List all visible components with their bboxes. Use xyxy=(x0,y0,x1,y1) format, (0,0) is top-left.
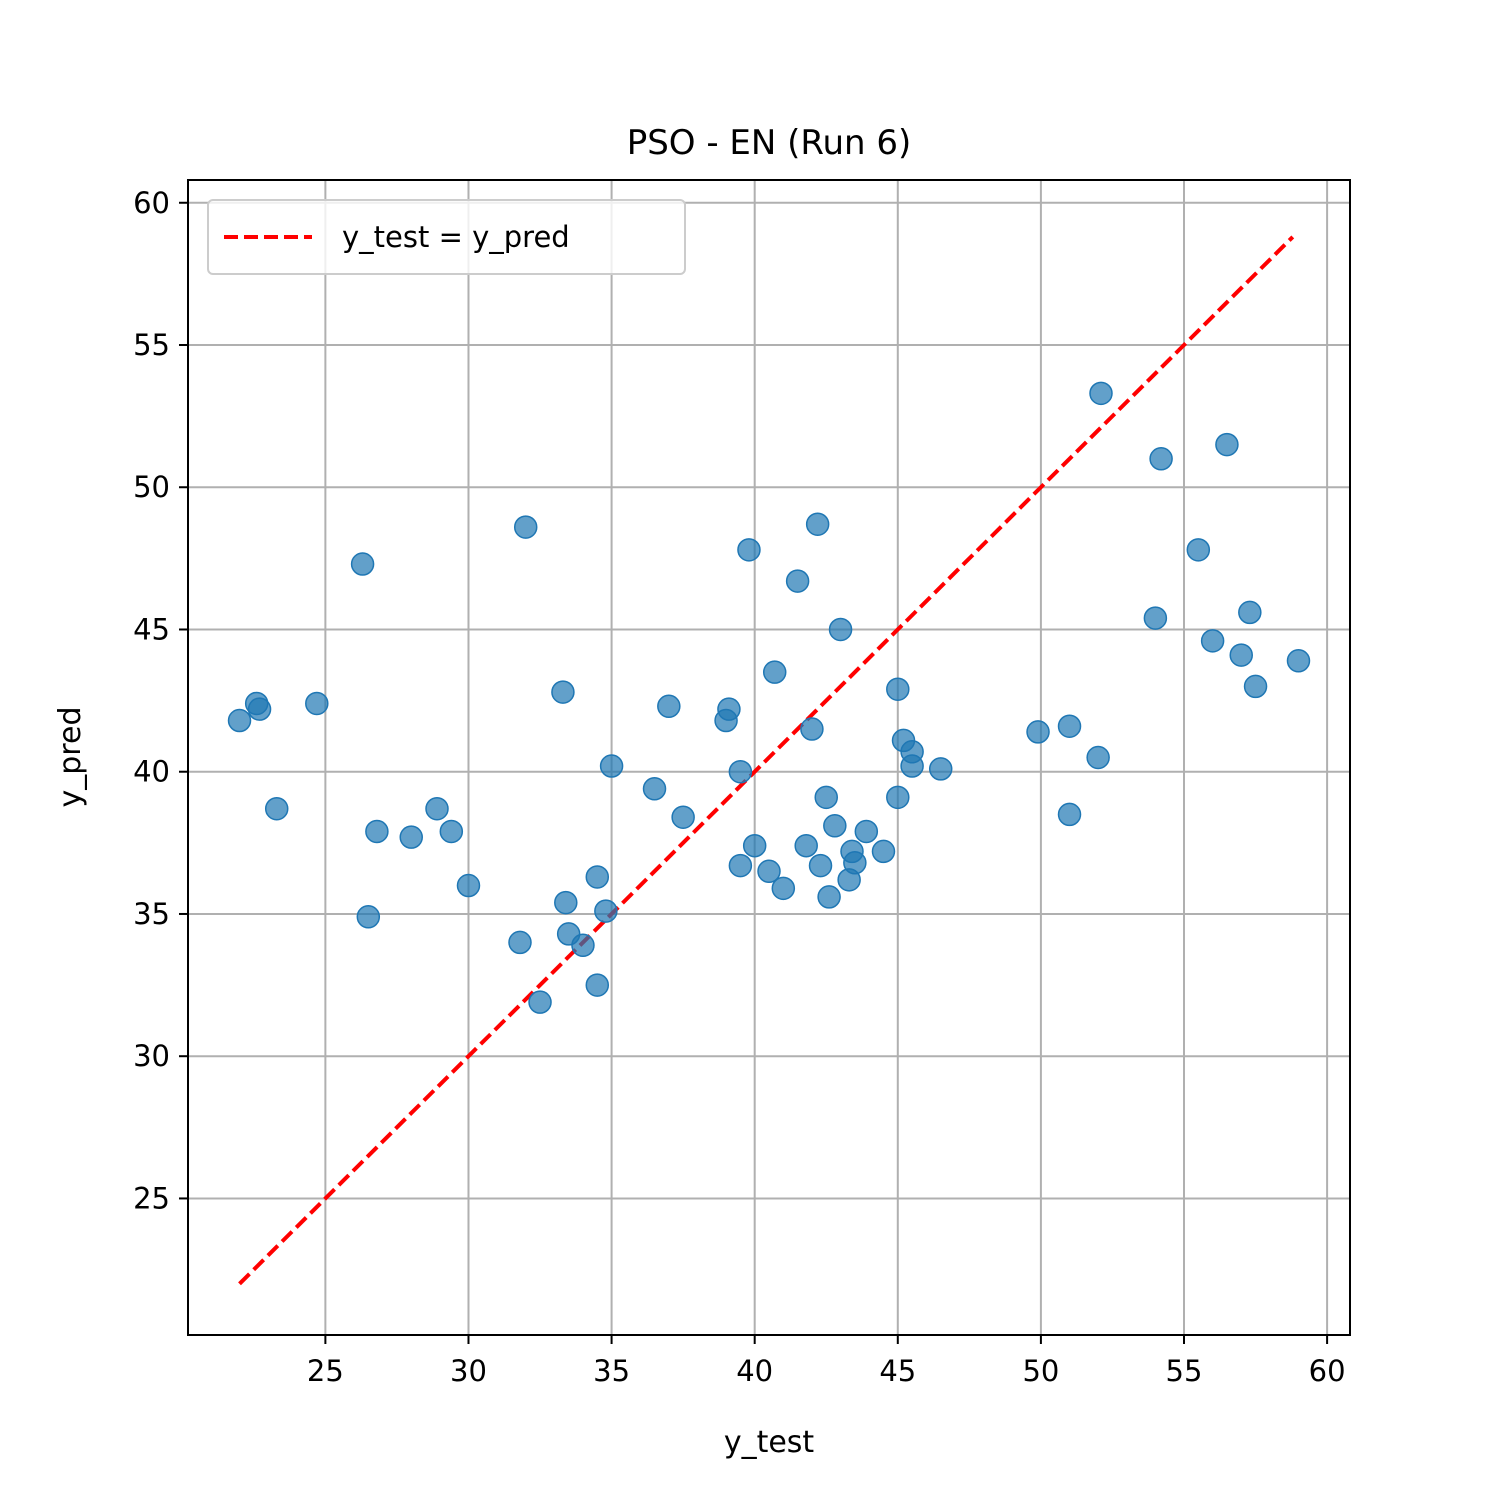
x-tick-label: 60 xyxy=(1309,1354,1346,1388)
scatter-point xyxy=(264,796,289,821)
scatter-point xyxy=(657,694,681,719)
scatter-point xyxy=(1200,629,1225,653)
scatter-point xyxy=(528,990,552,1014)
scatter-point xyxy=(900,754,924,778)
scatter-point xyxy=(742,833,767,858)
scatter-point xyxy=(671,805,695,829)
scatter-point xyxy=(365,819,389,844)
x-tick-label: 35 xyxy=(593,1354,630,1388)
scatter-point xyxy=(728,759,753,784)
x-tick-label: 40 xyxy=(736,1354,773,1388)
scatter-point xyxy=(843,851,867,875)
scatter-point xyxy=(585,865,610,889)
scatter-point xyxy=(823,814,847,838)
scatter-point xyxy=(762,660,787,684)
scatter-point xyxy=(585,973,610,997)
legend-label: y_test = y_pred xyxy=(342,220,570,254)
scatter-point xyxy=(551,680,575,704)
scatter-point xyxy=(1215,432,1239,457)
y-tick-label: 30 xyxy=(133,1039,170,1073)
y-tick-label: 55 xyxy=(133,328,170,362)
y-tick-label: 50 xyxy=(133,470,170,504)
scatter-point xyxy=(854,819,879,844)
scatter-point xyxy=(805,512,830,536)
reference-line xyxy=(238,235,1295,1286)
scatter-point xyxy=(814,785,838,810)
scatter-point xyxy=(737,538,761,562)
scatter-point xyxy=(794,833,818,858)
scatter-point xyxy=(1089,381,1113,406)
scatter-point xyxy=(1057,714,1082,738)
scatter-point xyxy=(247,697,272,721)
y-tick-label: 45 xyxy=(133,612,170,646)
scatter-point xyxy=(642,777,667,801)
scatter-point xyxy=(594,899,618,923)
scatter-point xyxy=(886,677,910,701)
scatter-point xyxy=(508,930,532,955)
grid xyxy=(188,180,1350,1335)
scatter-point xyxy=(828,617,853,642)
chart-title: PSO - EN (Run 6) xyxy=(627,123,912,163)
x-tick-label: 25 xyxy=(307,1354,344,1388)
scatter-point xyxy=(757,859,781,884)
scatter-point xyxy=(425,796,449,821)
scatter-point xyxy=(1229,643,1253,667)
y-axis-label: y_pred xyxy=(53,707,88,808)
legend-box xyxy=(207,199,686,275)
scatter-point xyxy=(227,708,252,733)
reference-line-layer xyxy=(238,235,1295,1286)
x-tick-label: 55 xyxy=(1166,1354,1203,1388)
scatter-point xyxy=(886,785,910,810)
scatter-point xyxy=(305,691,329,716)
x-tick-label: 50 xyxy=(1022,1354,1059,1388)
scatter-point xyxy=(871,839,896,864)
scatter-point xyxy=(439,819,464,844)
scatter-point xyxy=(1143,606,1168,630)
scatter-point xyxy=(1057,802,1082,827)
legend: y_test = y_pred xyxy=(207,199,686,275)
scatter-point xyxy=(785,569,810,593)
x-tick-label: 45 xyxy=(879,1354,916,1388)
scatter-point xyxy=(399,825,423,849)
scatter-point xyxy=(817,885,841,909)
scatter-point xyxy=(808,853,833,878)
x-tick-label: 30 xyxy=(450,1354,487,1388)
y-tick-label: 25 xyxy=(133,1181,170,1215)
scatter-point xyxy=(456,873,481,898)
scatter-point xyxy=(1286,649,1311,673)
scatter-point xyxy=(800,717,824,741)
x-axis-label: y_test xyxy=(724,1425,815,1460)
scatter-point xyxy=(350,552,375,576)
y-tick-label: 35 xyxy=(133,897,170,931)
scatter-point xyxy=(1238,600,1262,625)
scatter-point xyxy=(554,890,578,915)
scatter-point xyxy=(728,853,753,878)
plot-frame xyxy=(187,179,1351,1336)
y-tick-label: 60 xyxy=(133,186,170,220)
scatter-point xyxy=(356,905,381,929)
scatter-point xyxy=(717,697,741,721)
scatter-point xyxy=(1243,674,1268,699)
scatter-point xyxy=(513,515,538,539)
scatter-point xyxy=(1026,720,1050,744)
scatter-point xyxy=(571,933,595,958)
scatter-point xyxy=(599,754,624,778)
scatter-point xyxy=(1149,447,1173,471)
scatter-point xyxy=(771,876,796,901)
axis-ticks: 25 30 35 40 45 50 55 60 25 30 35 40 45 50 55 60 xyxy=(133,186,1345,1388)
data-points xyxy=(227,381,1311,1014)
scatter-point xyxy=(1186,538,1211,562)
scatter-point xyxy=(1086,745,1110,770)
scatter-point xyxy=(928,757,953,781)
y-tick-label: 40 xyxy=(133,755,170,789)
